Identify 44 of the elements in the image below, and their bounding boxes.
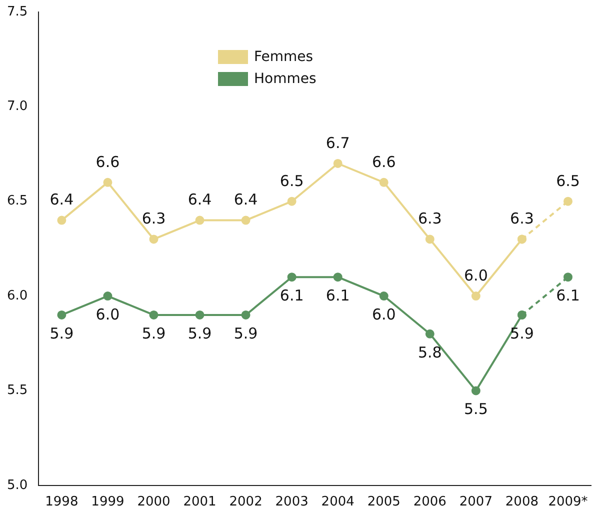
x-tick-label: 2005: [367, 494, 400, 510]
data-label: 5.9: [510, 324, 534, 342]
data-label: 6.5: [280, 172, 304, 190]
y-tick-label: 7.5: [6, 4, 28, 20]
y-tick-label: 5.5: [6, 383, 28, 398]
data-label: 6.6: [372, 152, 396, 171]
y-tick-label: 5.0: [6, 478, 28, 493]
x-tick-label: 2007: [459, 494, 492, 510]
x-tick-label: 2002: [229, 494, 262, 510]
legend-label: Hommes: [254, 71, 316, 87]
data-label: 5.9: [188, 324, 212, 342]
data-label: 5.9: [234, 324, 258, 342]
x-tick-label: 2000: [137, 494, 170, 510]
x-tick-label: 2004: [321, 494, 354, 510]
x-tick-label: 2001: [183, 494, 216, 510]
data-label: 6.1: [326, 286, 350, 304]
x-tick-label: 2006: [413, 494, 446, 510]
data-label: 6.6: [96, 152, 120, 171]
data-label: 6.3: [418, 210, 442, 228]
x-tick-label: 1998: [45, 494, 78, 510]
data-label: 6.1: [280, 286, 304, 304]
data-label: 5.9: [50, 324, 74, 342]
data-label: 6.5: [556, 172, 580, 190]
data-label: 6.0: [464, 266, 488, 284]
data-label: 6.7: [326, 134, 350, 152]
y-tick-label: 7.0: [6, 99, 28, 114]
x-tick-label: 1999: [91, 494, 124, 510]
data-label: 6.4: [234, 190, 258, 209]
y-tick-label: 6.5: [6, 194, 28, 209]
data-label: 6.1: [556, 286, 580, 304]
y-tick-label: 6.0: [6, 288, 28, 304]
data-label: 6.0: [372, 305, 396, 324]
data-label: 5.5: [464, 400, 488, 418]
x-tick-label: 2009*: [548, 494, 588, 510]
data-label: 5.8: [418, 343, 442, 362]
data-label: 6.3: [142, 210, 166, 228]
data-label: 5.9: [142, 324, 166, 342]
data-label: 6.3: [510, 210, 534, 228]
x-tick-label: 2003: [275, 494, 308, 510]
data-label: 6.4: [188, 190, 212, 209]
legend-label: Femmes: [254, 49, 314, 65]
data-label: 6.0: [96, 305, 120, 324]
data-label: 6.4: [50, 190, 74, 209]
x-tick-label: 2008: [505, 494, 539, 510]
